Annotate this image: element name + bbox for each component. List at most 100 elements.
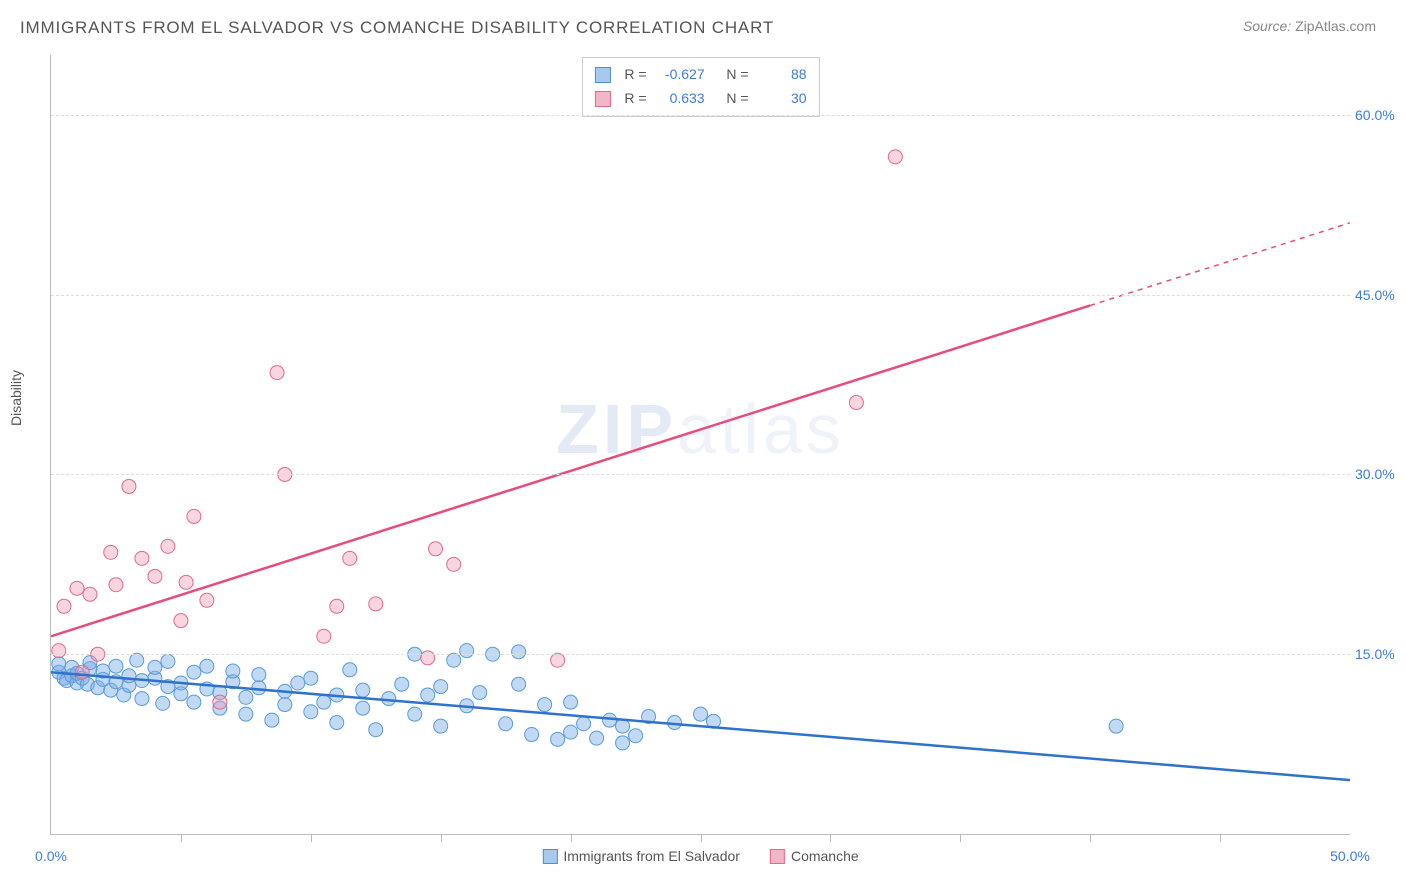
data-point (148, 569, 162, 583)
source-label: Source: (1243, 18, 1291, 34)
xtick-minor (571, 834, 572, 842)
xtick-minor (441, 834, 442, 842)
data-point (551, 653, 565, 667)
data-point (382, 692, 396, 706)
n-value-2: 30 (757, 87, 807, 111)
legend-label: Comanche (791, 848, 859, 864)
gridline-h (51, 654, 1350, 655)
data-point (179, 575, 193, 589)
gridline-h (51, 115, 1350, 116)
data-point (187, 695, 201, 709)
data-point (109, 578, 123, 592)
chart-title: IMMIGRANTS FROM EL SALVADOR VS COMANCHE … (20, 18, 774, 38)
trend-line (51, 305, 1090, 636)
n-label-2: N = (719, 87, 749, 111)
chart-container: IMMIGRANTS FROM EL SALVADOR VS COMANCHE … (0, 0, 1406, 892)
ytick-label: 45.0% (1355, 287, 1406, 303)
data-point (304, 671, 318, 685)
data-point (395, 677, 409, 691)
ytick-label: 30.0% (1355, 466, 1406, 482)
data-point (135, 692, 149, 706)
data-point (187, 665, 201, 679)
xtick-minor (1090, 834, 1091, 842)
data-point (104, 545, 118, 559)
scatter-svg (51, 55, 1350, 834)
ytick-label: 15.0% (1355, 646, 1406, 662)
legend-stats-row: R = 0.633 N = 30 (594, 87, 806, 111)
legend-stats: R = -0.627 N = 88 R = 0.633 N = 30 (581, 57, 819, 117)
data-point (239, 690, 253, 704)
data-point (304, 705, 318, 719)
data-point (226, 664, 240, 678)
data-point (317, 695, 331, 709)
source-attribution: Source: ZipAtlas.com (1243, 18, 1376, 34)
xtick-label: 50.0% (1330, 848, 1370, 864)
data-point (590, 731, 604, 745)
data-point (551, 732, 565, 746)
data-point (616, 736, 630, 750)
data-point (57, 599, 71, 613)
data-point (408, 707, 422, 721)
data-point (447, 653, 461, 667)
data-point (434, 680, 448, 694)
xtick-minor (1220, 834, 1221, 842)
data-point (577, 717, 591, 731)
data-point (52, 657, 66, 671)
xtick-minor (830, 834, 831, 842)
data-point (270, 366, 284, 380)
data-point (75, 665, 89, 679)
data-point (694, 707, 708, 721)
data-point (434, 719, 448, 733)
data-point (317, 629, 331, 643)
legend-swatch-series1 (594, 67, 610, 83)
data-point (356, 701, 370, 715)
data-point (148, 660, 162, 674)
data-point (252, 668, 266, 682)
data-point (156, 696, 170, 710)
r-value-1: -0.627 (655, 63, 705, 87)
n-value-1: 88 (757, 63, 807, 87)
data-point (252, 681, 266, 695)
data-point (174, 614, 188, 628)
legend-swatch-icon (542, 849, 557, 864)
data-point (369, 723, 383, 737)
data-point (512, 677, 526, 691)
source-name: ZipAtlas.com (1295, 18, 1376, 34)
r-label-1: R = (624, 63, 646, 87)
data-point (564, 725, 578, 739)
data-point (239, 707, 253, 721)
gridline-h (51, 474, 1350, 475)
data-point (83, 587, 97, 601)
data-point (429, 542, 443, 556)
xtick-minor (960, 834, 961, 842)
legend-series: Immigrants from El Salvador Comanche (542, 848, 858, 864)
data-point (161, 539, 175, 553)
data-point (499, 717, 513, 731)
data-point (213, 695, 227, 709)
data-point (525, 728, 539, 742)
data-point (343, 551, 357, 565)
xtick-label: 0.0% (35, 848, 67, 864)
legend-stats-row: R = -0.627 N = 88 (594, 63, 806, 87)
data-point (278, 698, 292, 712)
data-point (70, 581, 84, 595)
data-point (52, 644, 66, 658)
data-point (1109, 719, 1123, 733)
n-label-1: N = (719, 63, 749, 87)
xtick-minor (311, 834, 312, 842)
data-point (161, 654, 175, 668)
data-point (330, 716, 344, 730)
gridline-h (51, 295, 1350, 296)
data-point (135, 551, 149, 565)
data-point (343, 663, 357, 677)
data-point (356, 683, 370, 697)
y-axis-label: Disability (8, 370, 24, 426)
data-point (447, 557, 461, 571)
data-point (122, 669, 136, 683)
legend-item: Comanche (770, 848, 859, 864)
data-point (330, 599, 344, 613)
legend-label: Immigrants from El Salvador (563, 848, 740, 864)
data-point (849, 396, 863, 410)
legend-swatch-icon (770, 849, 785, 864)
data-point (512, 645, 526, 659)
